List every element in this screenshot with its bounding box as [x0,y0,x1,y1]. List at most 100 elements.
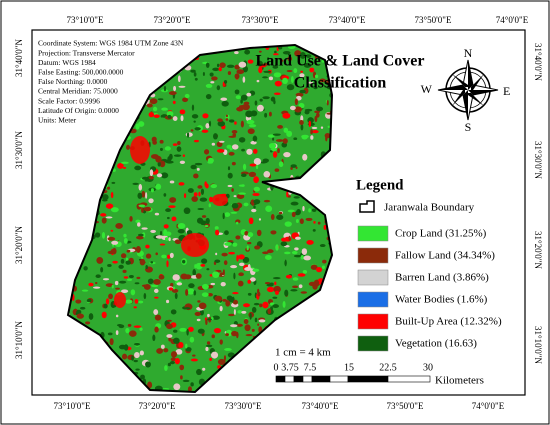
raster-patch [118,280,127,284]
grid-label-top: 73°30'0"E [242,15,279,25]
raster-patch [149,98,158,105]
raster-patch [224,242,232,246]
raster-patch [231,161,236,166]
raster-patch [282,77,288,85]
info-line: Projection: Transverse Mercator [38,48,135,57]
raster-patch [273,285,281,293]
raster-patch [284,260,287,266]
raster-patch [228,251,236,255]
raster-patch [228,151,235,156]
raster-patch [235,221,239,225]
raster-patch [154,296,159,299]
raster-patch [312,282,318,290]
raster-patch [311,126,318,130]
raster-patch [139,327,143,331]
raster-patch [111,284,114,289]
raster-patch [262,96,270,100]
raster-patch [83,266,88,271]
raster-patch [164,365,168,371]
raster-patch [228,119,235,123]
raster-patch [246,92,252,97]
raster-patch [174,358,180,365]
raster-patch [137,222,141,227]
grid-label-bottom: 73°10'0"E [54,401,91,411]
raster-patch [177,228,185,234]
raster-patch [266,286,275,293]
raster-patch [169,252,174,259]
raster-patch [225,114,229,118]
raster-patch [281,237,288,242]
compass-s: S [465,120,472,134]
raster-patch [193,72,197,77]
raster-patch [234,51,239,55]
raster-patch [254,317,258,323]
raster-patch [264,112,268,118]
raster-patch [314,74,319,79]
raster-patch [110,207,119,213]
raster-patch [121,289,129,294]
raster-patch [182,379,190,383]
raster-patch [238,272,244,277]
raster-patch [269,302,275,306]
raster-patch [317,221,321,225]
compass-n: N [464,46,473,60]
raster-patch [206,268,210,271]
raster-patch [307,81,313,84]
scale-tick-label: 3.75 [281,362,299,373]
raster-patch [208,203,211,208]
raster-patch [295,219,299,223]
raster-patch [225,118,229,121]
raster-patch [204,224,209,228]
raster-patch [308,208,312,213]
raster-patch [274,281,277,286]
raster-patch [205,217,210,225]
raster-patch [156,348,164,354]
raster-patch [278,211,283,215]
raster-patch [243,202,249,207]
raster-patch [141,207,144,213]
raster-patch [236,323,243,327]
raster-patch [234,73,240,80]
raster-patch [194,139,199,143]
raster-patch [248,124,257,128]
raster-patch [220,97,228,101]
raster-patch [170,282,174,287]
raster-patch [211,351,219,359]
raster-patch [268,76,274,81]
raster-patch [291,250,298,255]
raster-patch [301,134,309,139]
raster-patch [271,147,277,152]
raster-patch [179,327,187,332]
raster-patch [290,75,294,83]
raster-patch [126,278,133,281]
raster-patch [167,319,172,322]
raster-patch [195,262,203,270]
scale-ratio: 1 cm = 4 km [275,347,331,359]
raster-patch [155,235,164,239]
raster-patch [125,260,131,265]
raster-patch [321,265,326,270]
raster-patch [243,303,251,308]
raster-patch [207,293,213,297]
raster-patch [294,106,302,113]
raster-patch [283,151,291,158]
raster-patch [160,172,169,179]
raster-patch [193,192,198,197]
raster-patch [302,205,305,212]
raster-patch [299,218,304,225]
raster-patch [163,348,169,353]
legend-swatch [357,269,389,286]
raster-patch [262,251,269,255]
raster-patch [227,166,231,171]
raster-patch [152,140,157,145]
urban-patch [181,233,209,257]
raster-patch [314,110,321,114]
raster-patch [185,132,193,137]
raster-patch [244,324,251,332]
raster-patch [258,66,263,74]
raster-patch [286,130,293,138]
raster-patch [218,67,222,72]
raster-patch [202,71,205,76]
raster-patch [267,57,270,61]
raster-patch [233,308,236,316]
